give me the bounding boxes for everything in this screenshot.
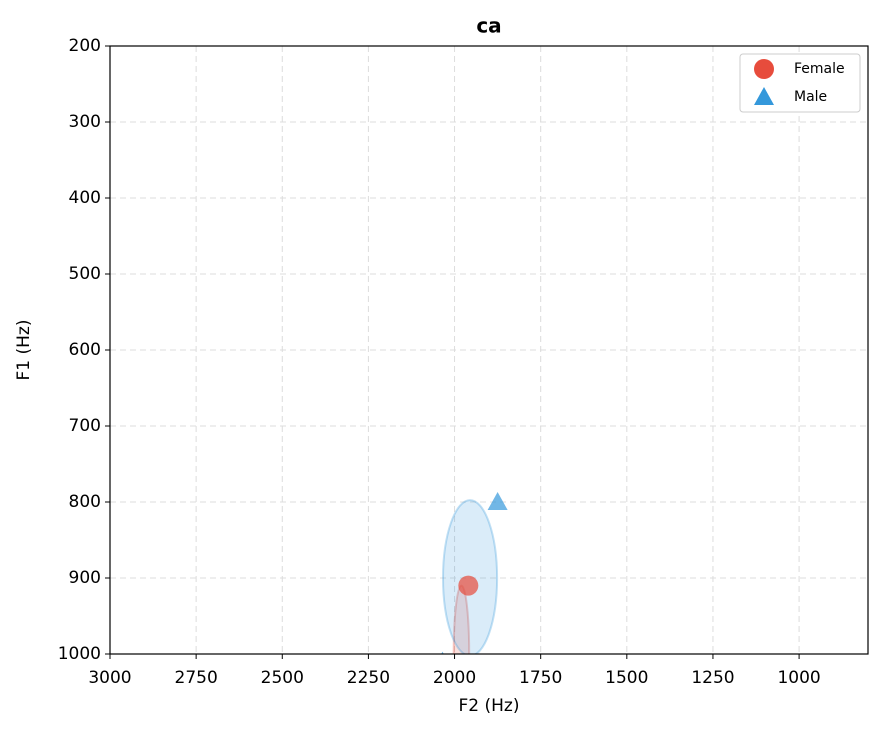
chart-title: ca <box>476 14 501 38</box>
x-tick-label: 2750 <box>175 668 218 688</box>
plot-frame <box>109 45 869 655</box>
x-tick-label: 1750 <box>519 668 562 688</box>
point <box>487 492 508 510</box>
x-tick-label: 1500 <box>605 668 648 688</box>
legend-label: Male <box>794 89 827 105</box>
legend: Female Male <box>739 53 861 113</box>
legend-marker <box>754 59 774 79</box>
y-tick-label: 1000 <box>58 644 101 664</box>
x-tick-label: 2250 <box>347 668 390 688</box>
x-tick-label: 1000 <box>777 668 820 688</box>
y-tick-label: 600 <box>69 340 101 360</box>
y-tick-label: 400 <box>69 188 101 208</box>
legend-label: Female <box>794 61 845 77</box>
legend-marker <box>754 87 774 105</box>
x-tick-label: 2000 <box>433 668 476 688</box>
y-tick-label: 500 <box>69 264 101 284</box>
y-tick-label: 300 <box>69 112 101 132</box>
y-axis-label: F1 (Hz) <box>14 320 34 381</box>
y-tick-label: 200 <box>69 36 101 56</box>
y-tick-label: 900 <box>69 568 101 588</box>
point <box>458 575 479 596</box>
y-tick-label: 700 <box>69 416 101 436</box>
x-axis-label: F2 (Hz) <box>459 696 520 716</box>
x-tick-label: 1250 <box>691 668 734 688</box>
x-tick-label: 3000 <box>88 668 131 688</box>
y-tick-label: 800 <box>69 492 101 512</box>
x-tick-label: 2500 <box>261 668 304 688</box>
